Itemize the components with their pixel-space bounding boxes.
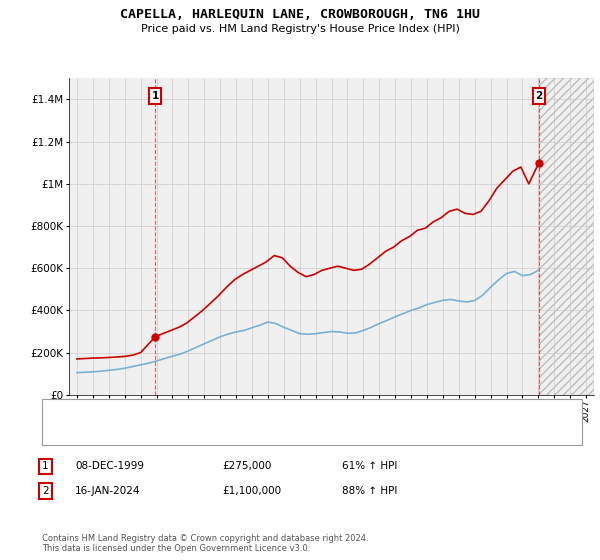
Text: 1: 1 (152, 91, 159, 101)
Text: HPI: Average price, detached house, Wealden: HPI: Average price, detached house, Weal… (85, 429, 308, 438)
Text: 2: 2 (535, 91, 542, 101)
Text: £1,100,000: £1,100,000 (222, 486, 281, 496)
Text: 2: 2 (42, 486, 49, 496)
Text: CAPELLA, HARLEQUIN LANE, CROWBOROUGH, TN6 1HU: CAPELLA, HARLEQUIN LANE, CROWBOROUGH, TN… (120, 8, 480, 21)
Text: 08-DEC-1999: 08-DEC-1999 (75, 461, 144, 472)
Text: 16-JAN-2024: 16-JAN-2024 (75, 486, 140, 496)
Text: CAPELLA, HARLEQUIN LANE, CROWBOROUGH, TN6 1HU (detached house): CAPELLA, HARLEQUIN LANE, CROWBOROUGH, TN… (85, 407, 448, 417)
Text: Contains HM Land Registry data © Crown copyright and database right 2024.
This d: Contains HM Land Registry data © Crown c… (42, 534, 368, 553)
Text: ———: ——— (49, 427, 86, 440)
Text: 61% ↑ HPI: 61% ↑ HPI (342, 461, 397, 472)
Text: 1: 1 (42, 461, 49, 472)
Text: 88% ↑ HPI: 88% ↑ HPI (342, 486, 397, 496)
Text: £275,000: £275,000 (222, 461, 271, 472)
Text: Price paid vs. HM Land Registry's House Price Index (HPI): Price paid vs. HM Land Registry's House … (140, 24, 460, 34)
Text: ———: ——— (49, 405, 86, 419)
